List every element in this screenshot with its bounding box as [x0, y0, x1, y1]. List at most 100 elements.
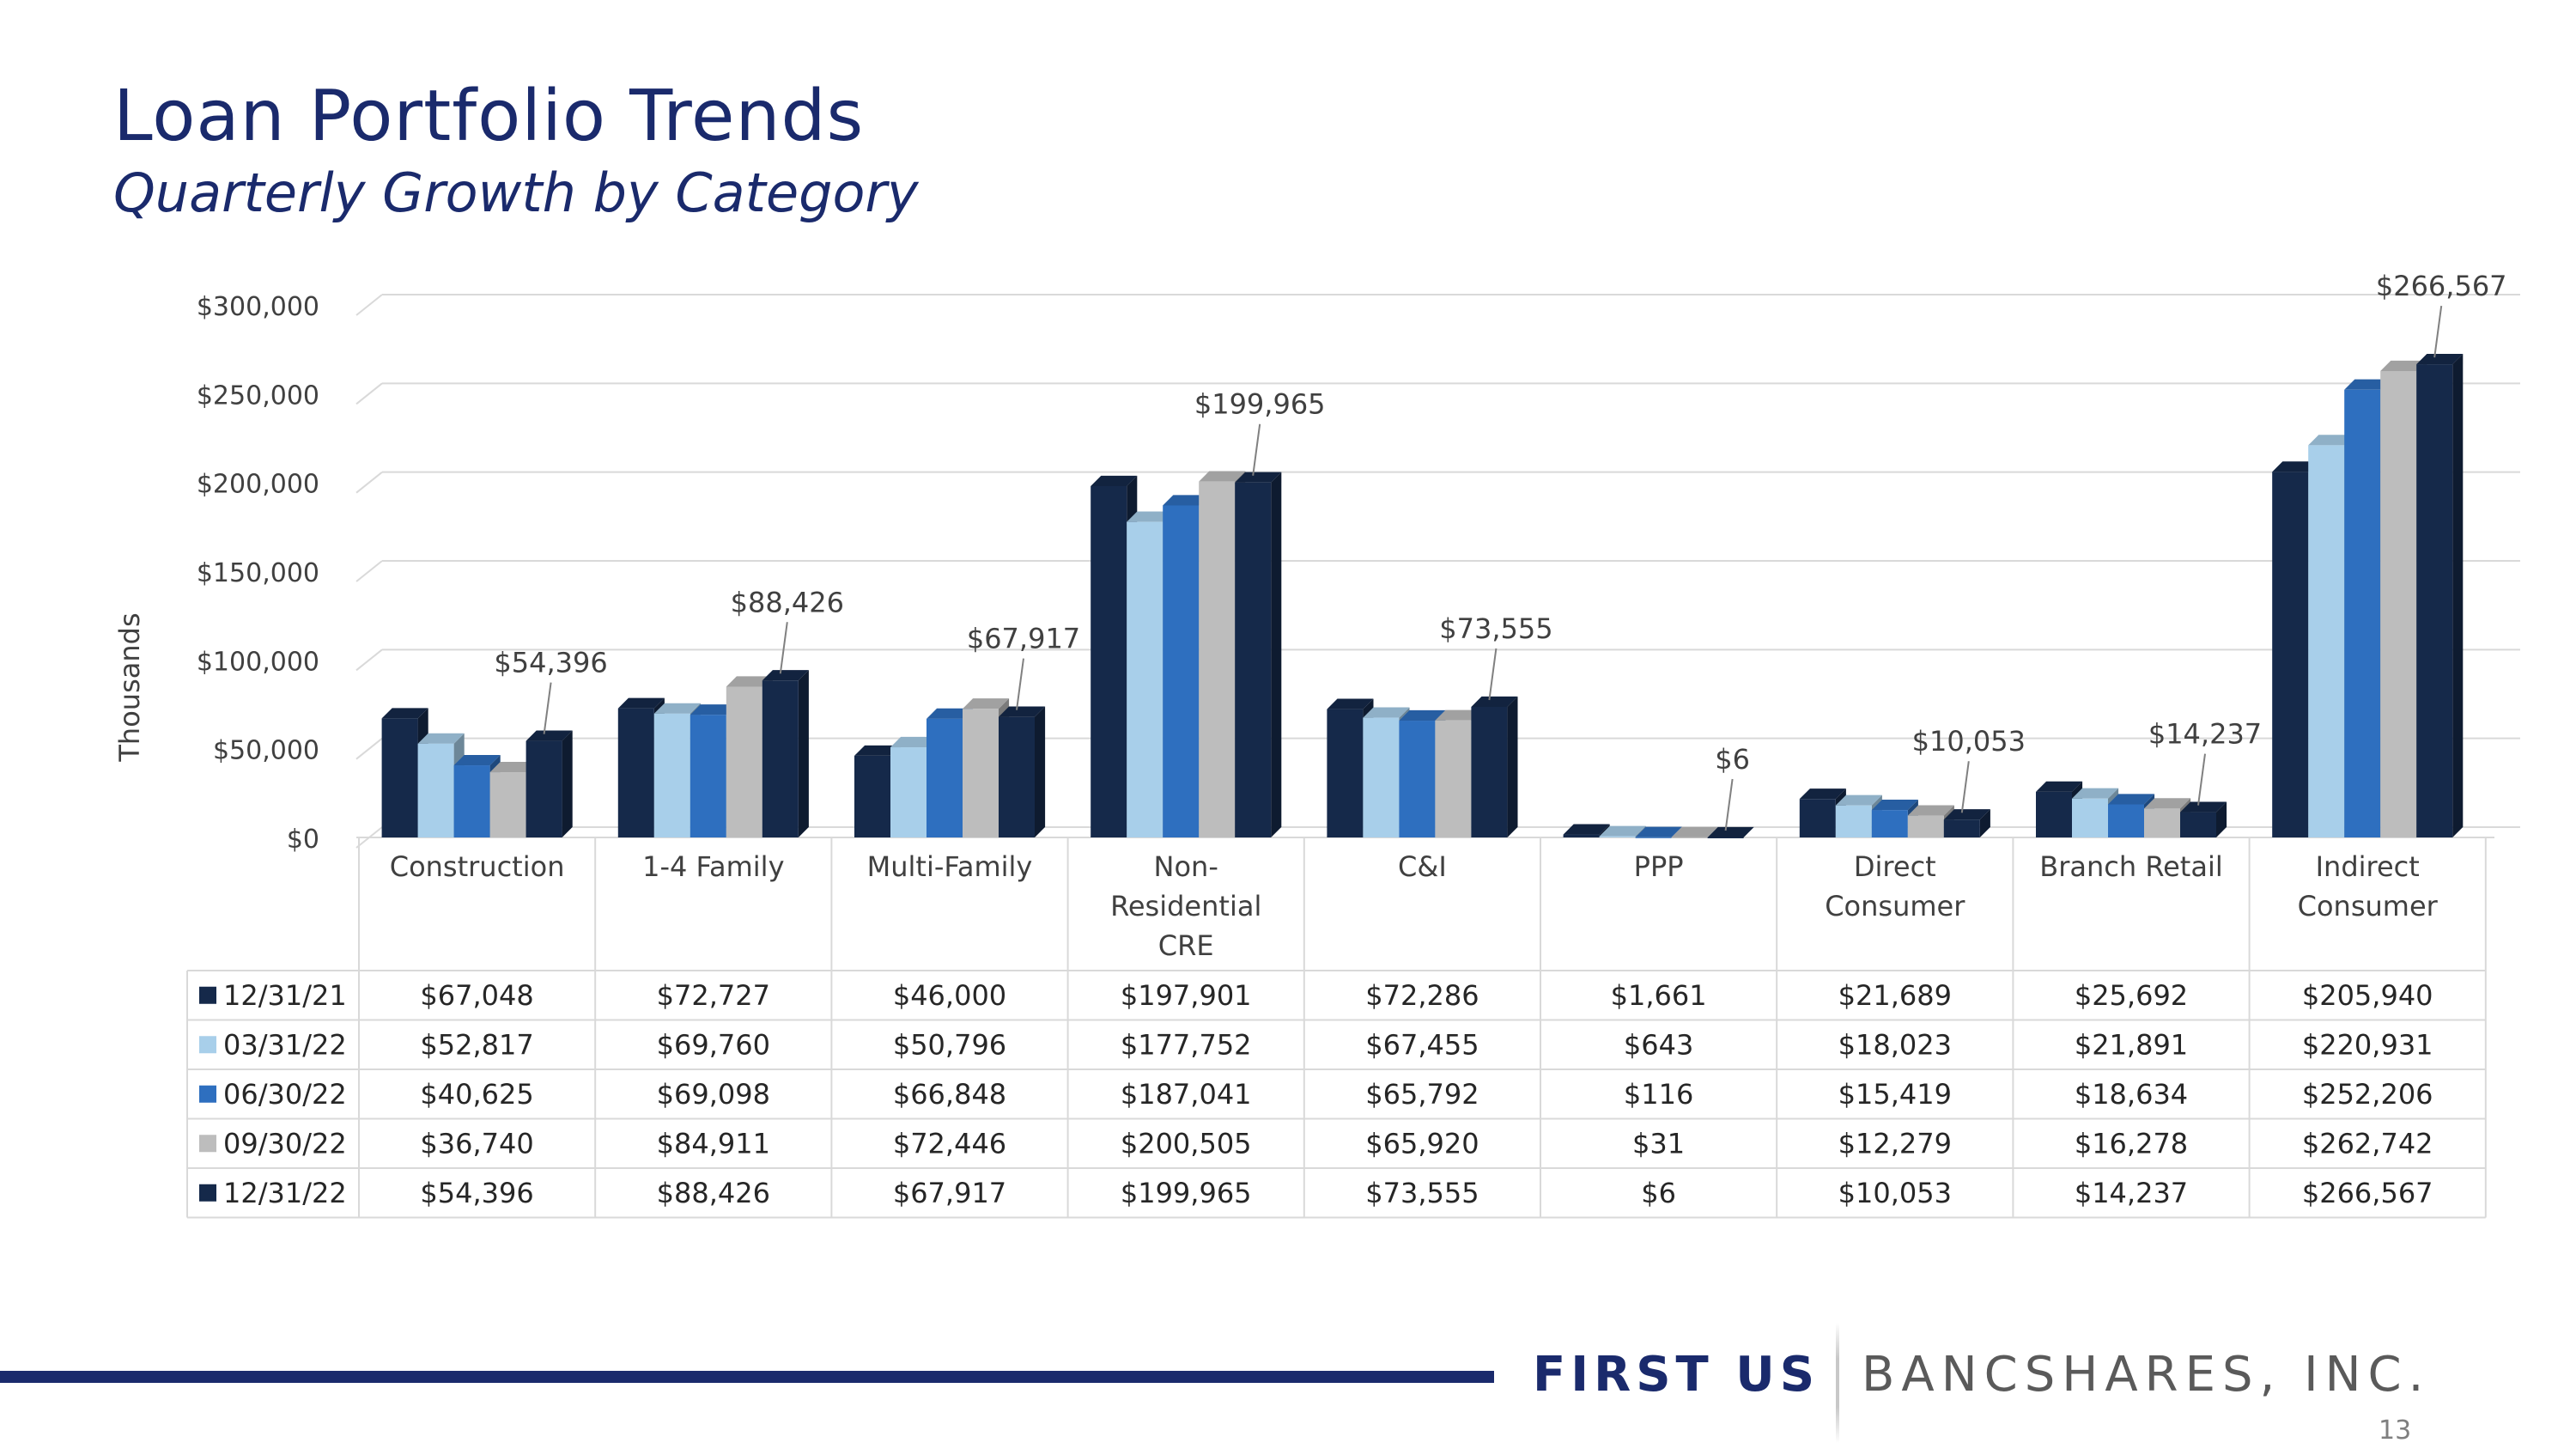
x-category-label: CRE — [1158, 929, 1214, 962]
bar-face — [2108, 804, 2144, 837]
bar-top — [2036, 781, 2083, 792]
data-label-annotation: $266,567 — [2376, 270, 2507, 302]
x-category-label: 1-4 Family — [642, 850, 784, 883]
bar-face — [381, 718, 418, 837]
table-cell-value: $65,792 — [1365, 1078, 1479, 1111]
brand-logo-bancshares: BANCSHARES, INC. — [1862, 1347, 2431, 1403]
table-cell-value: $67,048 — [420, 979, 533, 1012]
table-cell-value: $18,634 — [2075, 1078, 2188, 1111]
data-label-annotation: $199,965 — [1194, 388, 1326, 421]
table-cell-value: $15,419 — [1838, 1078, 1952, 1111]
table-cell-value: $40,625 — [420, 1078, 533, 1111]
bar-top — [999, 706, 1046, 717]
bar-top — [489, 761, 537, 773]
bar-5-7 — [1943, 809, 1990, 837]
bar-face — [1871, 810, 1908, 837]
bar-top — [762, 670, 809, 681]
bar-top — [2272, 461, 2319, 472]
table-cell-value: $220,931 — [2302, 1028, 2433, 1061]
bar-top — [1671, 826, 1718, 837]
table-cell-value: $10,053 — [1838, 1177, 1952, 1209]
bar-top — [1199, 471, 1246, 482]
table-cell-value: $199,965 — [1121, 1177, 1252, 1209]
bar-1-8 — [2036, 781, 2083, 837]
table-cell-value: $252,206 — [2302, 1078, 2433, 1111]
bar-face — [1943, 819, 1980, 837]
bar-top — [726, 676, 773, 687]
bar-face — [2308, 445, 2345, 837]
gridline-side — [355, 382, 383, 405]
table-cell-value: $116 — [1624, 1078, 1693, 1111]
bar-top — [1563, 824, 1610, 835]
annotation-leader — [1252, 423, 1261, 476]
annotation-leader — [543, 682, 552, 734]
bar-side — [1707, 826, 1718, 837]
table-cell-value: $25,692 — [2075, 979, 2188, 1012]
bar-face — [2144, 808, 2180, 837]
bar-face — [890, 747, 927, 837]
bar-top — [1635, 826, 1682, 837]
brand-divider — [1836, 1323, 1839, 1443]
gridline-side — [355, 648, 383, 672]
bar-top — [453, 754, 501, 766]
legend-label: 03/31/22 — [223, 1028, 347, 1061]
bar-side — [798, 670, 809, 837]
legend-key-4 — [199, 1135, 216, 1153]
brand-logo-first-us: FIRST US — [1533, 1347, 1820, 1403]
annotation-leader — [2197, 753, 2206, 806]
table-cell-value: $16,278 — [2075, 1127, 2188, 1160]
bar-face — [653, 713, 690, 837]
bar-side — [1507, 696, 1518, 837]
table-cell-value: $18,023 — [1838, 1028, 1952, 1061]
legend-label: 06/30/22 — [223, 1078, 347, 1111]
data-label-annotation: $67,917 — [967, 623, 1080, 655]
bar-5-5 — [1471, 696, 1518, 837]
bar-top — [1363, 707, 1410, 718]
legend-key-2 — [199, 1036, 216, 1054]
footer-rule — [0, 1371, 1494, 1383]
annotation-leader — [779, 622, 788, 674]
table-cell-value: $67,455 — [1365, 1028, 1479, 1061]
bar-face — [2344, 389, 2381, 837]
bar-face — [1163, 505, 1200, 837]
bar-face — [1435, 720, 1472, 837]
table-cell-value: $84,911 — [657, 1127, 770, 1160]
bar-top — [963, 698, 1010, 709]
bar-top — [526, 730, 573, 741]
legend-key-1 — [199, 986, 216, 1004]
data-label-annotation: $73,555 — [1439, 612, 1552, 645]
gridline-side — [355, 737, 383, 760]
slide-title: Loan Portfolio Trends — [113, 76, 865, 157]
bar-face — [2180, 812, 2216, 837]
bar-face — [1399, 721, 1436, 837]
data-label-annotation: $6 — [1715, 743, 1750, 776]
bar-top — [417, 733, 465, 744]
bar-face — [417, 743, 454, 837]
bar-5-9 — [2416, 353, 2464, 838]
annotation-leader — [1016, 658, 1024, 710]
bar-face — [489, 772, 526, 837]
bar-face — [1235, 482, 1272, 837]
bar-face — [2380, 370, 2417, 837]
bar-side — [1635, 825, 1646, 837]
bar-top — [1871, 800, 1918, 811]
bar-5-2 — [762, 670, 809, 837]
bar-top — [2380, 360, 2427, 371]
legend-label: 12/31/21 — [223, 979, 347, 1012]
bar-face — [1835, 805, 1872, 837]
x-category-label: C&I — [1398, 850, 1447, 883]
table-cell-value: $200,505 — [1121, 1127, 1252, 1160]
table-cell-value: $205,940 — [2302, 979, 2433, 1012]
bar-top — [927, 708, 974, 719]
x-category-label: Branch Retail — [2039, 850, 2222, 883]
bar-face — [453, 765, 490, 837]
bar-face — [690, 715, 726, 837]
x-category-label: Construction — [390, 850, 565, 883]
bar-face — [762, 680, 799, 837]
annotation-leader — [1488, 648, 1498, 701]
table-cell-value: $31 — [1632, 1127, 1685, 1160]
bar-face — [1327, 709, 1364, 837]
legend-key-3 — [199, 1085, 216, 1103]
x-category-label: Multi-Family — [867, 850, 1033, 883]
bar-top — [1235, 472, 1282, 483]
